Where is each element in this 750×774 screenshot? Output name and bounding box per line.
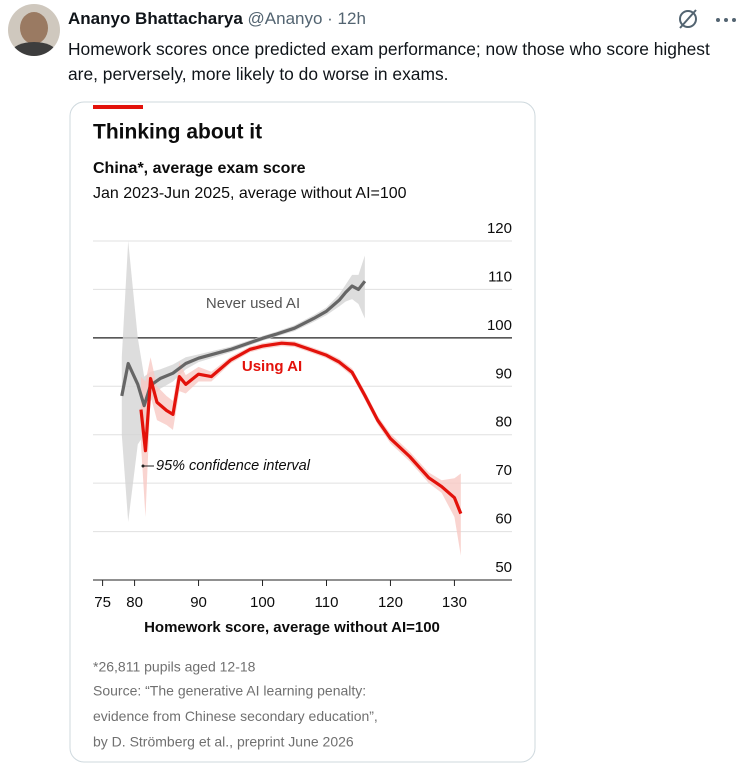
x-axis-label: Homework score, average without AI=100 — [144, 619, 440, 636]
x-tick-label: 110 — [315, 594, 339, 611]
chart-subtitle: China*, average exam score — [93, 160, 306, 177]
y-tick-label: 120 — [487, 220, 512, 237]
confidence-band — [140, 340, 461, 556]
x-tick-label: 90 — [190, 594, 207, 611]
source: by D. Strömberg et al., preprint June 20… — [93, 734, 354, 750]
chart-subtitle: Jan 2023-Jun 2025, average without AI=10… — [93, 185, 407, 202]
more-dot[interactable] — [716, 18, 720, 22]
tweet-actions — [676, 6, 740, 32]
x-tick-label: 130 — [442, 594, 467, 611]
y-tick-label: 70 — [495, 462, 512, 479]
y-tick-label: 60 — [495, 511, 512, 528]
time[interactable]: 12h — [337, 9, 366, 28]
grok-slash — [679, 9, 697, 29]
author[interactable]: Ananyo Bhattacharya — [68, 9, 243, 28]
x-tick-label: 80 — [126, 594, 143, 611]
more-dot — [724, 18, 728, 22]
grok-icon[interactable] — [679, 10, 697, 28]
y-tick-label: 90 — [495, 365, 512, 382]
accent-bar — [93, 105, 143, 109]
chart-title: Thinking about it — [93, 121, 262, 144]
avatar-body — [12, 42, 56, 56]
avatar[interactable] — [8, 4, 60, 56]
avatar-face — [20, 12, 48, 44]
source: evidence from Chinese secondary educatio… — [93, 708, 378, 724]
more-dot — [732, 18, 736, 22]
tweet-text: Homework scores once predicted exam perf… — [68, 39, 710, 84]
tweet-header: Ananyo Bhattacharya @Ananyo · 12h — [68, 8, 366, 30]
separator: · — [322, 9, 338, 28]
x-tick-label: 100 — [250, 594, 275, 611]
y-tick-label: 100 — [487, 317, 512, 334]
series-line — [139, 341, 463, 515]
y-tick-label: 110 — [488, 268, 512, 285]
footnote: *26,811 pupils aged 12-18 — [93, 659, 256, 675]
series-line — [120, 280, 367, 408]
y-tick-label: 50 — [495, 559, 512, 576]
card-border — [69, 101, 536, 763]
confidence-band — [121, 241, 365, 522]
source: Source: “The generative AI learning pena… — [93, 683, 366, 699]
y-tick-label: 80 — [495, 414, 512, 431]
series-label: Using AI — [242, 358, 302, 375]
series-label: Never used AI — [206, 295, 300, 312]
action-icons — [679, 9, 736, 29]
annotation: 95% confidence interval — [156, 458, 311, 474]
x-tick-label: 120 — [378, 594, 403, 611]
x-tick-label: 75 — [94, 594, 111, 611]
annotation-dot — [141, 464, 145, 468]
handle[interactable]: @Ananyo — [247, 9, 323, 28]
